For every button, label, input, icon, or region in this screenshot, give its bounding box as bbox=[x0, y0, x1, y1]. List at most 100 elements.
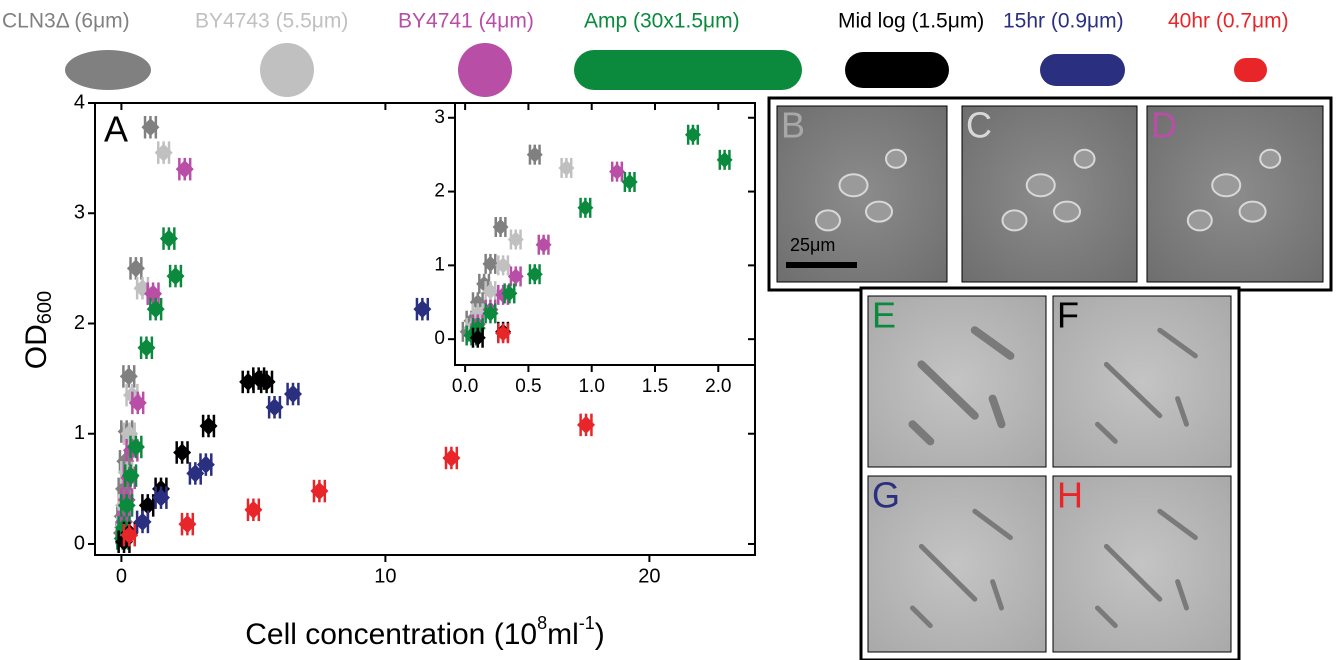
cell bbox=[1238, 200, 1267, 223]
legend-shape bbox=[65, 50, 151, 90]
data-point bbox=[133, 510, 152, 534]
x-axis-label-part: ) bbox=[595, 618, 605, 651]
x-tick-label: 0.0 bbox=[452, 376, 478, 397]
x-axis-label-part: ml bbox=[547, 618, 579, 651]
micrograph bbox=[867, 475, 1047, 653]
cell bbox=[1103, 543, 1163, 602]
micrograph bbox=[1052, 295, 1232, 468]
cell bbox=[1157, 327, 1198, 359]
data-point bbox=[173, 441, 192, 464]
cell bbox=[1186, 209, 1213, 232]
data-point bbox=[413, 297, 432, 321]
data-point bbox=[501, 283, 518, 304]
data-point bbox=[495, 323, 512, 344]
data-point bbox=[284, 382, 302, 406]
y-axis-label-part: 600 bbox=[34, 291, 56, 324]
y-axis-label: OD600 bbox=[20, 291, 56, 369]
cell bbox=[1095, 421, 1118, 444]
data-point bbox=[159, 227, 178, 250]
data-point bbox=[684, 124, 701, 145]
data-point bbox=[482, 253, 499, 274]
y-tick-label: 0 bbox=[434, 328, 445, 349]
micrograph bbox=[1052, 475, 1232, 653]
x-tick-label: 10 bbox=[374, 565, 396, 587]
cell bbox=[815, 209, 841, 232]
y-axis-label-part: OD bbox=[20, 324, 53, 369]
data-point bbox=[244, 498, 263, 522]
cell bbox=[838, 173, 869, 198]
cell bbox=[1157, 508, 1198, 541]
data-point bbox=[121, 464, 140, 487]
y-tick-label: 1 bbox=[434, 254, 445, 275]
cell bbox=[1001, 209, 1028, 232]
panel-label: D bbox=[1151, 105, 1177, 146]
data-point bbox=[526, 144, 543, 165]
panel-label: C bbox=[966, 105, 992, 146]
cell bbox=[918, 543, 978, 602]
cell bbox=[1175, 579, 1189, 611]
data-point bbox=[442, 446, 461, 470]
data-point bbox=[178, 512, 197, 536]
data-point bbox=[535, 234, 552, 255]
legend-shape bbox=[1040, 54, 1125, 86]
y-tick-label: 3 bbox=[434, 107, 445, 128]
y-tick-label: 3 bbox=[74, 202, 85, 224]
cell bbox=[885, 148, 907, 169]
legend-shape bbox=[458, 43, 512, 97]
data-point bbox=[482, 281, 499, 302]
data-point bbox=[126, 257, 145, 280]
legend-label: BY4741 (4μm) bbox=[398, 10, 534, 33]
x-tick-label: 1.0 bbox=[578, 376, 604, 397]
data-point bbox=[199, 414, 218, 438]
cell bbox=[910, 605, 933, 629]
data-point bbox=[577, 197, 594, 218]
data-point bbox=[609, 161, 626, 182]
cell bbox=[1073, 148, 1096, 169]
cell bbox=[970, 326, 1015, 360]
data-point bbox=[126, 435, 145, 459]
panel-label: H bbox=[1057, 475, 1083, 516]
panel-label: B bbox=[781, 105, 805, 146]
panel-label: A bbox=[104, 109, 128, 150]
y-tick-label: 2 bbox=[434, 181, 445, 202]
legend-shape bbox=[845, 52, 949, 88]
legend-label: CLN3Δ (6μm) bbox=[2, 10, 130, 33]
cell bbox=[1025, 173, 1056, 198]
scale-bar-label: 25μm bbox=[790, 235, 835, 255]
data-point bbox=[166, 264, 185, 288]
legend-label: 40hr (0.7μm) bbox=[1168, 10, 1289, 33]
data-point bbox=[152, 486, 170, 509]
y-tick-label: 4 bbox=[74, 91, 85, 113]
legend-label: BY4743 (5.5μm) bbox=[195, 10, 348, 33]
legend-shape bbox=[574, 50, 802, 90]
x-tick-label: 2.0 bbox=[705, 376, 731, 397]
data-point bbox=[175, 157, 194, 181]
cell bbox=[1095, 605, 1118, 629]
data-point bbox=[144, 282, 163, 305]
data-point bbox=[577, 413, 596, 437]
cell bbox=[1103, 361, 1163, 419]
data-point bbox=[120, 523, 139, 547]
x-tick-label: 0 bbox=[116, 565, 127, 587]
cell bbox=[865, 200, 893, 223]
cell bbox=[1211, 173, 1242, 198]
x-tick-label: 0.5 bbox=[515, 376, 541, 397]
legend-label: 15hr (0.9μm) bbox=[1003, 10, 1124, 33]
data-point bbox=[119, 365, 138, 388]
data-point bbox=[526, 264, 543, 285]
cell bbox=[972, 508, 1013, 541]
data-point bbox=[154, 141, 173, 164]
panel-label: F bbox=[1057, 295, 1079, 336]
x-axis-label: Cell concentration (108ml-1) bbox=[245, 613, 605, 651]
data-point bbox=[128, 391, 147, 415]
y-tick-label: 0 bbox=[74, 532, 85, 554]
data-point bbox=[507, 229, 524, 250]
cell bbox=[1175, 396, 1189, 427]
data-point bbox=[186, 462, 205, 485]
panel-label: G bbox=[872, 475, 900, 516]
x-axis-label-part: 8 bbox=[537, 613, 547, 633]
legend-shape bbox=[1234, 58, 1267, 82]
data-point bbox=[558, 157, 575, 178]
cell bbox=[1053, 200, 1081, 223]
x-tick-label: 20 bbox=[638, 565, 660, 587]
